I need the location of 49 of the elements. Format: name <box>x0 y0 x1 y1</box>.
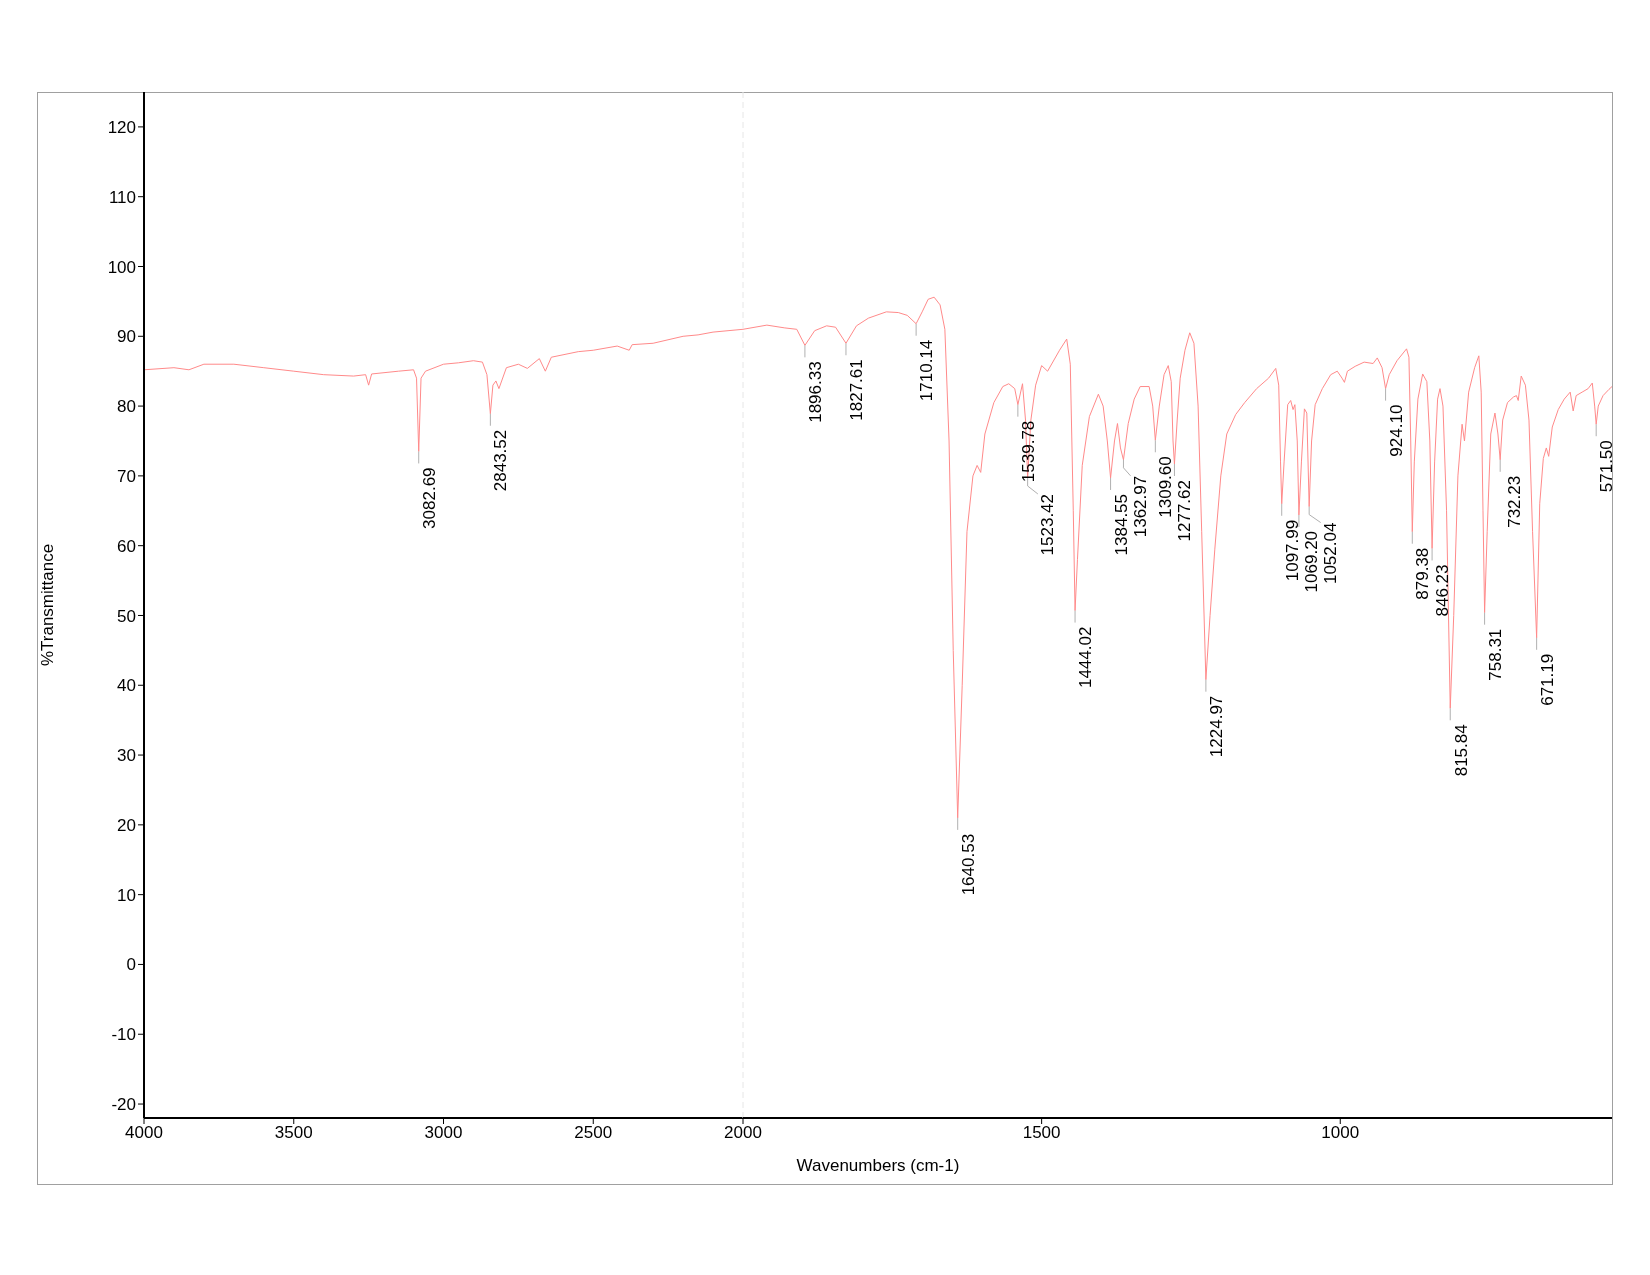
y-tick-label: 100 <box>107 257 136 277</box>
annotation: 758.31 <box>1485 628 1505 681</box>
annotation: 1384.55 <box>1111 493 1131 556</box>
y-tick-label: -10 <box>111 1025 136 1045</box>
y-tick-label: 60 <box>117 536 136 556</box>
annotation: 1097.99 <box>1282 519 1302 582</box>
y-tick-label: 110 <box>108 187 136 207</box>
annotation: 1224.97 <box>1206 695 1226 758</box>
annotation: 1827.61 <box>846 359 866 421</box>
x-tick-label: 1500 <box>1022 1123 1061 1143</box>
annotation: 879.38 <box>1413 547 1433 600</box>
annotation: 846.23 <box>1433 564 1453 617</box>
x-tick-label: 1000 <box>1321 1123 1360 1143</box>
annotation: 1710.14 <box>917 339 937 402</box>
x-tick-label: 3500 <box>274 1123 313 1143</box>
annotation: 732.23 <box>1504 475 1524 528</box>
annotation: 1277.62 <box>1175 480 1195 542</box>
annotation: 1362.97 <box>1130 475 1150 538</box>
annotation: 1052.04 <box>1320 522 1340 585</box>
x-axis-title: Wavenumbers (cm-1) <box>795 1156 961 1176</box>
annotation: 924.10 <box>1386 404 1406 457</box>
annotation: 1640.53 <box>958 833 978 896</box>
annotation: 3082.69 <box>419 467 439 529</box>
x-tick-label: 4000 <box>125 1123 163 1143</box>
annotation: 1896.33 <box>805 361 825 423</box>
annotation: 1069.20 <box>1301 530 1321 593</box>
y-tick-label: 50 <box>117 606 136 626</box>
y-tick-label: 30 <box>117 746 136 766</box>
annotation: 815.84 <box>1452 724 1472 777</box>
y-tick-label: 20 <box>117 815 136 835</box>
annotation: 1444.02 <box>1076 626 1096 689</box>
y-tick-label: -20 <box>111 1095 136 1115</box>
y-tick-label: 40 <box>117 676 136 696</box>
y-tick-label: 0 <box>126 955 136 975</box>
y-axis-title: %Transmittance <box>38 543 58 667</box>
x-tick-label: 2500 <box>574 1123 613 1143</box>
x-tick-label: 3000 <box>424 1123 463 1143</box>
y-tick-label: 10 <box>117 885 136 905</box>
y-tick-label: 120 <box>107 117 136 137</box>
annotation: 1309.60 <box>1156 456 1176 518</box>
annotation: 571.50 <box>1597 440 1617 493</box>
annotation: 1539.78 <box>1018 420 1038 483</box>
y-tick-label: 90 <box>117 327 136 347</box>
annotation: 2843.52 <box>491 429 511 492</box>
annotation: 1523.42 <box>1037 493 1057 556</box>
y-tick-label: 70 <box>117 466 136 486</box>
x-tick-label: 2000 <box>724 1123 762 1143</box>
annotation: 671.19 <box>1537 653 1557 706</box>
y-tick-label: 80 <box>117 397 136 417</box>
